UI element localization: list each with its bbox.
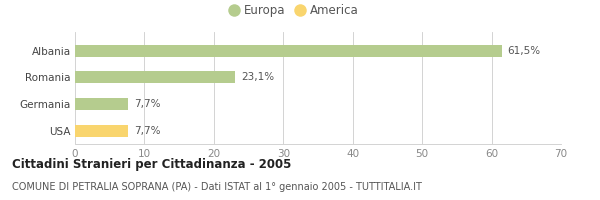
Bar bbox=[75, 125, 128, 137]
Legend: Europa, America: Europa, America bbox=[229, 4, 359, 17]
Bar bbox=[75, 71, 235, 83]
Bar bbox=[75, 98, 128, 110]
Text: Cittadini Stranieri per Cittadinanza - 2005: Cittadini Stranieri per Cittadinanza - 2… bbox=[12, 158, 292, 171]
Text: 7,7%: 7,7% bbox=[134, 126, 161, 136]
Text: COMUNE DI PETRALIA SOPRANA (PA) - Dati ISTAT al 1° gennaio 2005 - TUTTITALIA.IT: COMUNE DI PETRALIA SOPRANA (PA) - Dati I… bbox=[12, 182, 422, 192]
Bar bbox=[75, 45, 502, 57]
Text: 23,1%: 23,1% bbox=[241, 72, 274, 82]
Text: 61,5%: 61,5% bbox=[508, 46, 541, 56]
Text: 7,7%: 7,7% bbox=[134, 99, 161, 109]
